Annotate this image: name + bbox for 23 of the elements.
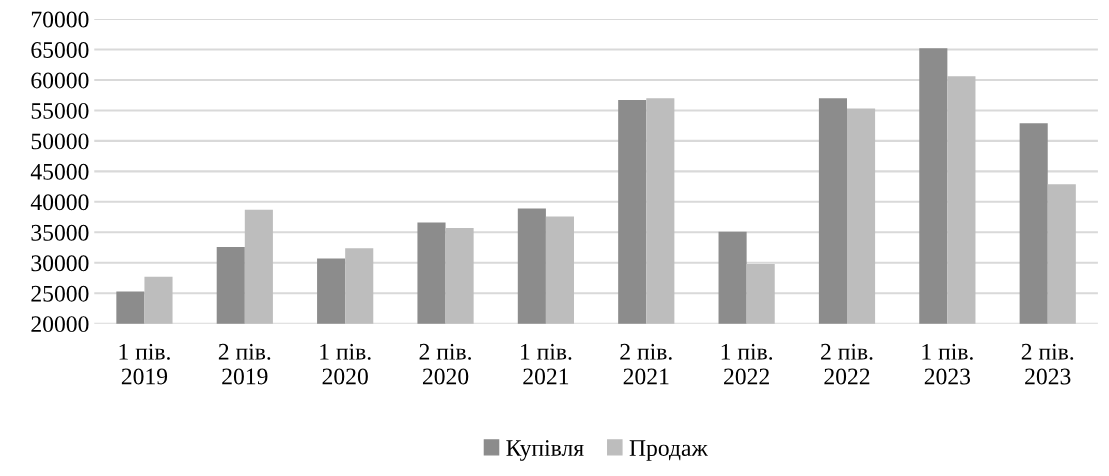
legend-label: Купівля xyxy=(506,440,584,461)
y-tick-label: 30000 xyxy=(31,255,89,272)
x-tick-label: 2 пів. 2023 xyxy=(1021,343,1074,385)
y-tick-label: 40000 xyxy=(30,194,89,211)
x-tick-label: 2 пів. 2020 xyxy=(419,343,471,385)
y-tick-label: 35000 xyxy=(31,224,89,241)
x-tick-label: 1 пів. 2020 xyxy=(320,343,371,385)
y-tick-label: 60000 xyxy=(31,72,89,89)
y-tick-label: 20000 xyxy=(31,316,89,333)
x-tick-label: 2 пів. 2021 xyxy=(620,343,672,385)
legend-label: Продаж xyxy=(629,440,708,461)
y-tick-label: 70000 xyxy=(31,11,89,28)
x-tick-label: 1 пів. 2022 xyxy=(721,343,773,385)
y-tick-label: 50000 xyxy=(31,133,89,150)
x-tick-label: 1 пів. 2021 xyxy=(521,343,572,385)
x-tick-label: 1 пів. 2019 xyxy=(119,343,170,385)
y-tick-label: 65000 xyxy=(31,41,89,58)
y-tick-label: 25000 xyxy=(31,285,89,302)
y-tick-label: 55000 xyxy=(31,102,89,119)
x-tick-label: 2 пів. 2019 xyxy=(218,343,271,385)
x-tick-label: 1 пів. 2023 xyxy=(922,343,973,385)
y-tick-label: 45000 xyxy=(30,163,89,180)
x-tick-label: 2 пів. 2022 xyxy=(821,343,873,385)
